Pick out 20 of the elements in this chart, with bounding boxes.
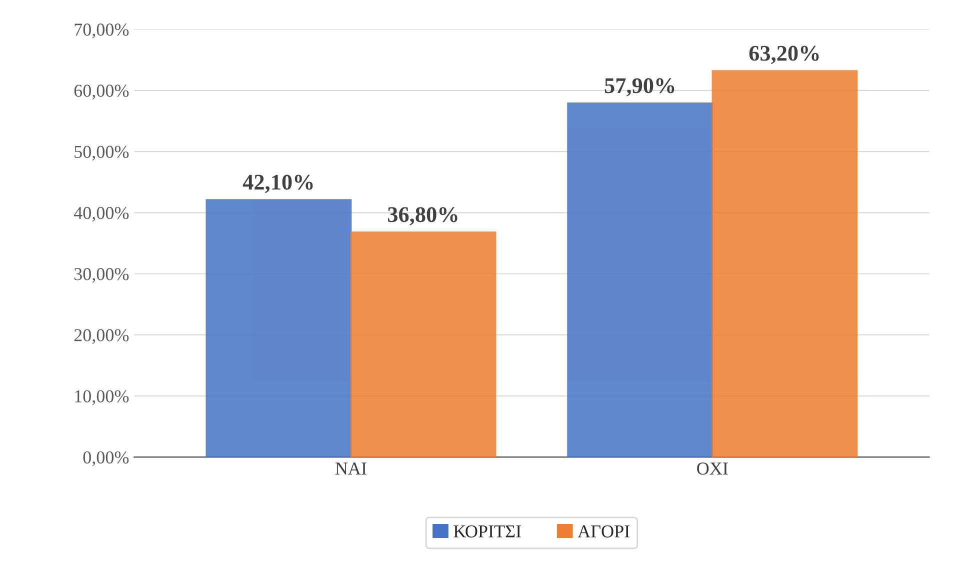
bar [206, 199, 352, 458]
x-tick-label: ΟΧΙ [697, 462, 728, 475]
data-label: 63,20% [749, 46, 819, 64]
y-tick-label: 0,00% [83, 451, 129, 466]
legend-label: ΑΓΟΡΙ [578, 525, 630, 538]
x-tick-label: ΝΑΙ [335, 462, 366, 474]
y-tick-label: 70,00% [74, 24, 129, 38]
data-label: 36,80% [388, 207, 458, 226]
data-label: 42,10% [242, 174, 313, 193]
data-label: 57,90% [604, 78, 674, 96]
y-tick-label: 40,00% [74, 206, 129, 222]
y-tick-label: 60,00% [74, 84, 129, 100]
bar [350, 231, 496, 458]
bar [712, 70, 858, 458]
y-tick-label: 50,00% [74, 146, 129, 161]
bar [567, 102, 714, 458]
y-tick-label: 20,00% [74, 329, 129, 344]
y-tick-label: 30,00% [74, 268, 129, 283]
y-tick-label: 10,00% [75, 390, 129, 406]
legend-label: ΚΟΡΙΤΣΙ [454, 525, 521, 538]
